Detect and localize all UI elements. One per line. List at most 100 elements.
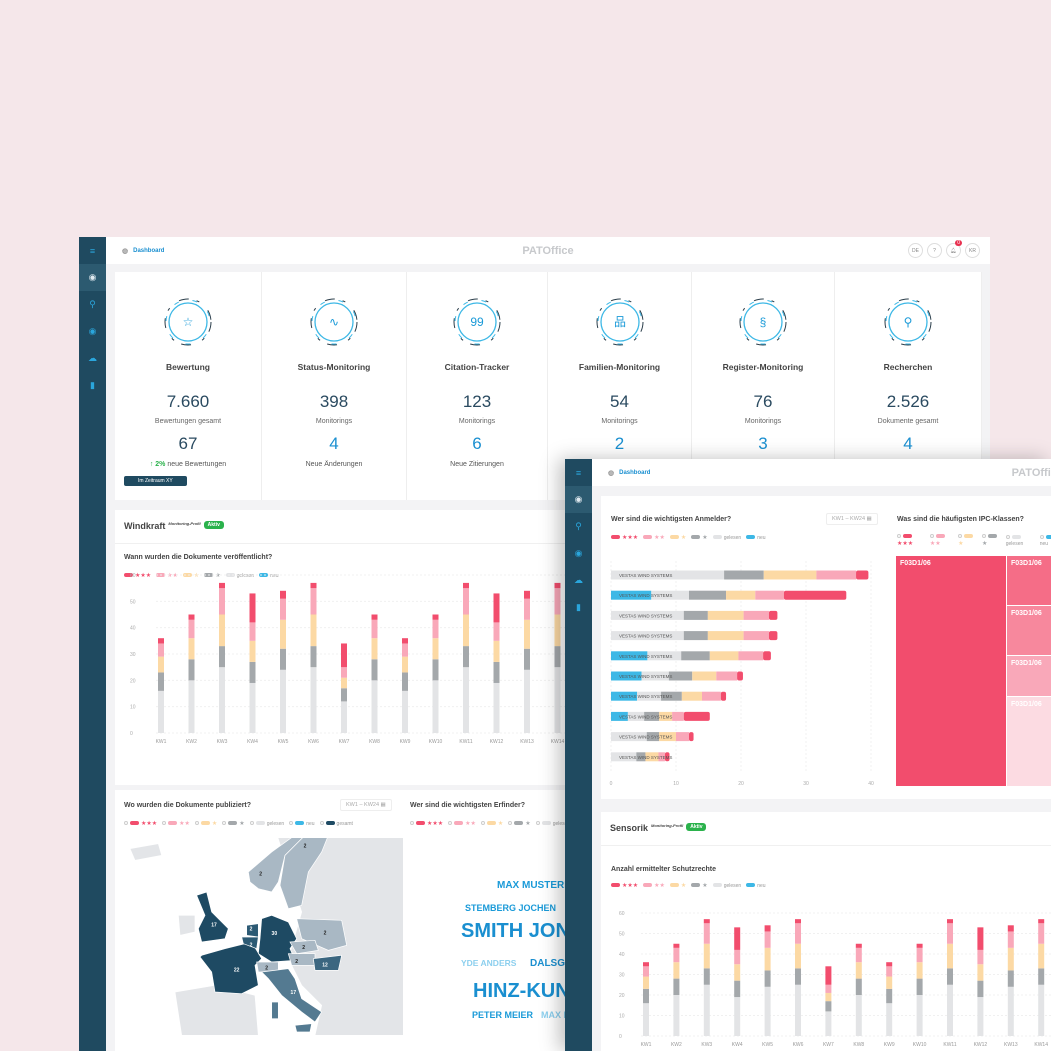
bar-segment[interactable] [651,590,689,600]
bar-segment[interactable] [689,732,694,742]
bar-segment[interactable] [432,614,439,620]
bar-segment[interactable] [825,984,832,993]
bar-segment[interactable] [249,661,256,683]
eye-icon[interactable]: ◉ [88,326,97,336]
eye-icon[interactable]: ◉ [574,548,583,558]
bar-segment[interactable] [341,667,347,678]
bar-segment[interactable] [524,619,530,649]
legend-item-star3[interactable]: ★★★ [897,534,925,547]
bar-segment[interactable] [493,593,500,623]
legend-item-star1[interactable]: ★ [669,534,686,541]
bar-segment[interactable] [947,984,953,1036]
bar-segment[interactable] [707,610,744,620]
legend-item-gelesen[interactable]: gelesen [712,534,741,541]
bar-segment[interactable] [643,1003,649,1036]
bar-segment[interactable] [463,646,469,668]
legend-item-neu[interactable]: neu [289,820,315,827]
stat-status-monitoring[interactable]: ∿ Status-Monitoring 398 Monitorings 4 Ne… [262,272,407,500]
bar-segment[interactable] [816,570,857,580]
bar-segment[interactable] [637,691,662,701]
bar-segment[interactable] [1038,919,1045,924]
bar-segment[interactable] [763,651,771,661]
bar-segment[interactable] [371,638,378,660]
bar-segment[interactable] [689,590,727,600]
legend-item-gelesen[interactable]: gelesen [249,820,284,827]
bar-segment[interactable] [432,638,439,660]
bar-segment[interactable] [402,638,408,644]
bar-segment[interactable] [219,667,225,733]
bar-segment[interactable] [280,619,286,649]
country-czech[interactable] [289,939,319,955]
legend-item-star2[interactable]: ★★ [643,882,665,889]
bar-segment[interactable] [703,923,710,944]
bar-segment[interactable] [755,590,784,600]
bar-segment[interactable] [611,711,628,721]
bar-segment[interactable] [371,680,378,733]
bar-segment[interactable] [681,691,702,701]
bar-segment[interactable] [554,667,561,733]
country-sweden[interactable] [279,838,328,910]
bar-segment[interactable] [795,984,801,1036]
bar-segment[interactable] [402,656,408,673]
bar-segment[interactable] [554,614,561,647]
legend-item-star3[interactable]: ★★★ [124,820,157,827]
cloud-icon[interactable]: ☁ [574,575,583,585]
bar-segment[interactable] [703,919,710,924]
dashboard-icon[interactable]: ◉ [565,486,592,513]
legend-item-star1[interactable]: ★ [182,572,199,579]
bar-segment[interactable] [681,651,710,661]
bar-segment[interactable] [673,947,680,963]
bar-segment[interactable] [738,651,764,661]
bar-segment[interactable] [645,752,659,762]
help-button[interactable]: ? [927,243,942,258]
bar-segment[interactable] [886,1003,893,1036]
bar-segment[interactable] [720,691,727,701]
legend-item-star1[interactable]: ★ [222,820,245,827]
legend-item-star1[interactable]: ★ [691,534,708,541]
legend-item-star3[interactable]: ★★★ [611,534,638,541]
bar-segment[interactable] [644,711,660,721]
bar-segment[interactable] [702,691,721,701]
legend-item-gelesen[interactable]: gelesen [535,820,570,827]
bar-segment[interactable] [737,671,743,681]
legend-item-star3[interactable]: ★★★ [611,882,638,889]
bar-segment[interactable] [280,669,286,733]
bar-segment[interactable] [977,980,984,998]
bar-segment[interactable] [310,614,317,647]
legend-item-star3[interactable]: ★★★ [410,820,443,827]
bar-segment[interactable] [916,978,923,995]
country-poland[interactable] [296,918,348,951]
bar-segment[interactable] [219,582,225,589]
legend-item-gelesen[interactable]: gelesen [1005,534,1035,547]
bar-segment[interactable] [432,619,439,639]
stat-recherchen[interactable]: ⚲ Recherchen 2.526 Dokumente gesamt 4 [835,272,982,500]
stat-register-monitoring[interactable]: § Register-Monitoring 76 Monitorings 3 [692,272,835,500]
bar-segment[interactable] [493,682,500,733]
bar-segment[interactable] [611,752,637,762]
legend-item-star1[interactable]: ★ [958,534,977,547]
bar-segment[interactable] [659,732,676,742]
treemap-cell[interactable]: F03D1/06 [1007,697,1051,786]
bar-segment[interactable] [673,978,680,995]
inventor-name[interactable]: SMITH JONA [461,920,585,942]
bar-segment[interactable] [886,966,893,977]
bar-segment[interactable] [432,659,439,681]
bar-segment[interactable] [795,923,801,944]
bar-segment[interactable] [743,610,769,620]
bar-segment[interactable] [661,691,682,701]
bar-segment[interactable] [1007,986,1014,1036]
bar-segment[interactable] [611,671,642,681]
bar-segment[interactable] [493,640,500,662]
cloud-icon[interactable]: ☁ [88,353,97,363]
bar-segment[interactable] [158,638,164,644]
country-italy-sicily[interactable] [294,1023,313,1033]
bar-segment[interactable] [916,962,923,979]
bar-segment[interactable] [795,943,801,969]
bar-segment[interactable] [402,672,408,691]
bar-segment[interactable] [432,680,439,733]
bar-segment[interactable] [158,690,164,733]
inventor-name[interactable]: MAX M [541,1010,571,1020]
bar-segment[interactable] [341,677,347,689]
bar-segment[interactable] [554,646,561,668]
bar-segment[interactable] [611,732,647,742]
